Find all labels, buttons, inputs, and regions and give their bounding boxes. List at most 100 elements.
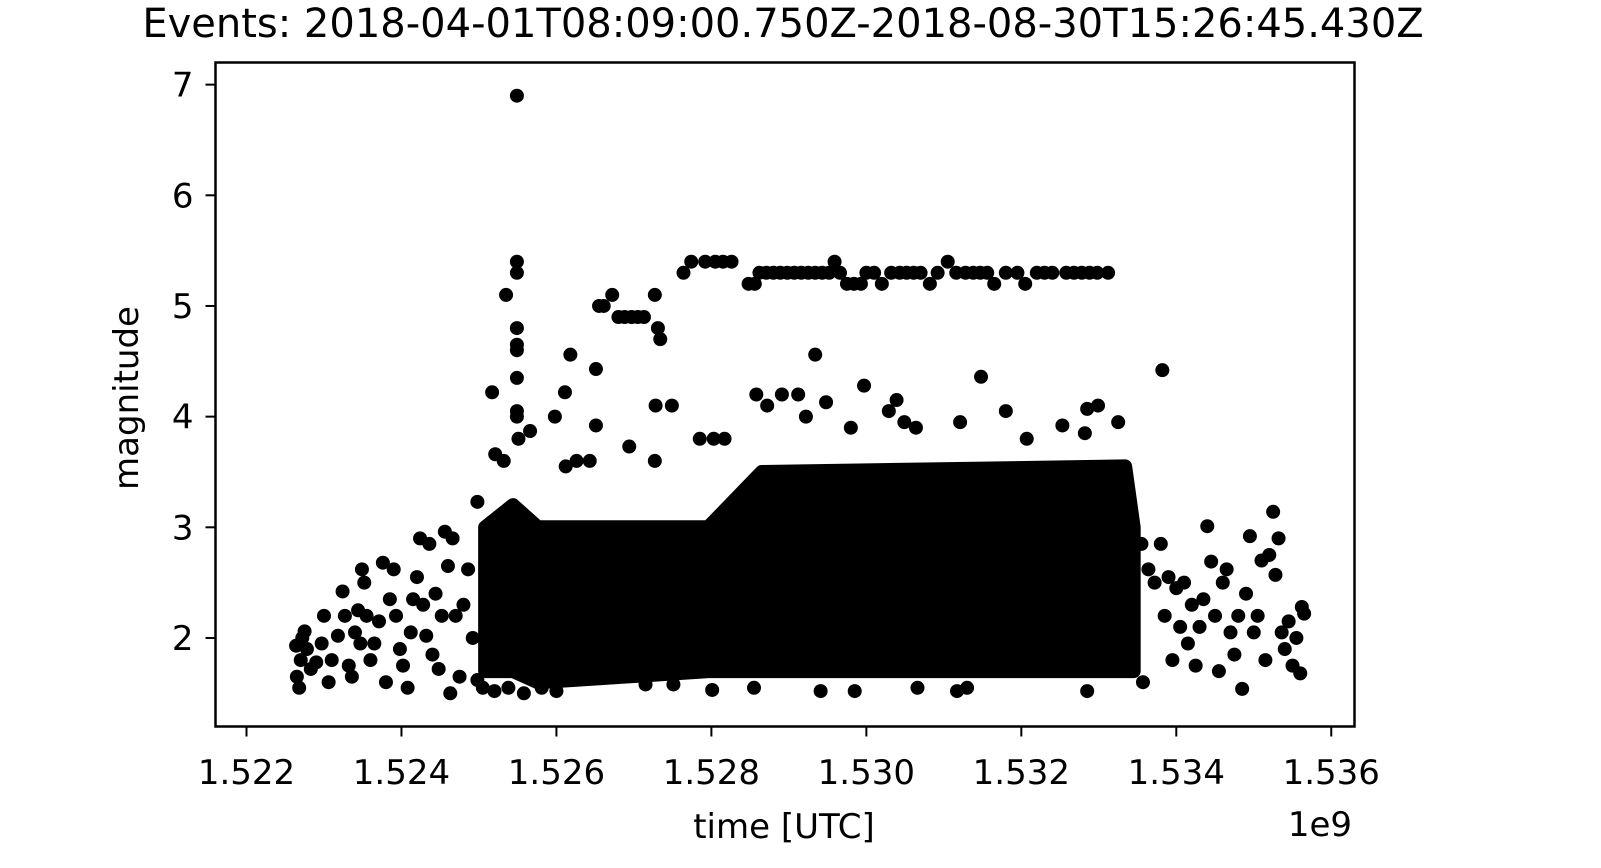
data-point [998,265,1013,280]
data-point [666,677,681,692]
data-point [1293,666,1308,681]
data-point [1262,547,1277,562]
data-point [452,669,467,684]
data-point [1090,265,1105,280]
data-point [798,409,813,424]
data-point [314,636,329,651]
data-point [1258,653,1273,668]
data-point [1297,606,1312,621]
data-point [987,276,1002,291]
data-point [321,675,336,690]
data-point [648,398,663,413]
data-point [791,387,806,402]
data-point [1211,664,1226,679]
data-point [293,653,308,668]
data-point [638,677,653,692]
y-tick-label: 2 [172,619,194,659]
data-point [684,254,699,269]
data-point [509,343,524,358]
data-point [297,624,312,639]
data-point [337,608,352,623]
data-point [974,369,989,384]
data-point [650,321,665,336]
data-point [563,347,578,362]
data-point [582,453,597,468]
data-point [1141,562,1156,577]
data-point [523,424,538,439]
y-tick-label: 4 [172,398,194,438]
data-point [509,265,524,280]
data-point [910,680,925,695]
data-point [908,420,923,435]
data-point [1200,519,1215,534]
data-point [647,453,662,468]
dense-point-cluster [478,459,1141,690]
data-point [1157,608,1172,623]
data-point [558,459,573,474]
data-point [588,418,603,433]
data-point [386,562,401,577]
data-point [1231,608,1246,623]
x-tick-label: 1.532 [973,753,1070,793]
data-point [705,682,720,697]
data-point [292,680,307,695]
x-axis-label: time [UTC] [693,807,875,847]
data-point [448,608,463,623]
data-point [881,404,896,419]
data-point [400,680,415,695]
data-point [371,614,386,629]
y-tick-label: 7 [172,66,194,106]
data-point [392,642,407,657]
data-point [1266,504,1281,519]
data-point [1134,536,1149,551]
data-point [676,265,691,280]
data-point [813,684,828,699]
data-point [1208,608,1223,623]
data-point [409,570,424,585]
y-axis: 2 3 4 5 6 7 [172,66,216,659]
data-point [853,276,868,291]
x-axis-offset-label: 1e9 [1288,805,1352,845]
data-point [717,431,732,446]
data-point [808,347,823,362]
data-point [889,393,904,408]
data-point [647,287,662,302]
x-tick-label: 1.528 [663,753,760,793]
data-point [344,669,359,684]
x-tick-label: 1.536 [1283,753,1380,793]
y-axis-label: magnitude [107,306,147,490]
data-point [569,453,584,468]
data-point [324,653,339,668]
data-point [382,592,397,607]
data-point [922,276,937,291]
plot-frame [214,61,1356,728]
data-point [289,669,304,684]
data-point [857,378,872,393]
x-tick-label: 1.534 [1128,753,1225,793]
data-point [509,409,524,424]
data-point [389,608,404,623]
data-point [422,536,437,551]
data-point [980,265,995,280]
data-point [1242,529,1257,544]
data-point [509,254,524,269]
data-point [827,254,842,269]
data-point [509,370,524,385]
data-point [1184,597,1199,612]
data-point [1177,575,1192,590]
data-point [953,415,968,430]
data-point [1268,567,1283,582]
data-point [375,555,390,570]
data-point [1271,531,1286,546]
data-point [1246,625,1261,640]
data-point [316,608,331,623]
chart-title: Events: 2018-04-01T08:09:00.750Z-2018-08… [142,1,1423,47]
data-point [747,276,762,291]
data-point [692,431,707,446]
data-point [724,254,739,269]
data-point [706,431,721,446]
data-point [425,647,440,662]
data-point [636,310,651,325]
data-point [465,630,480,645]
